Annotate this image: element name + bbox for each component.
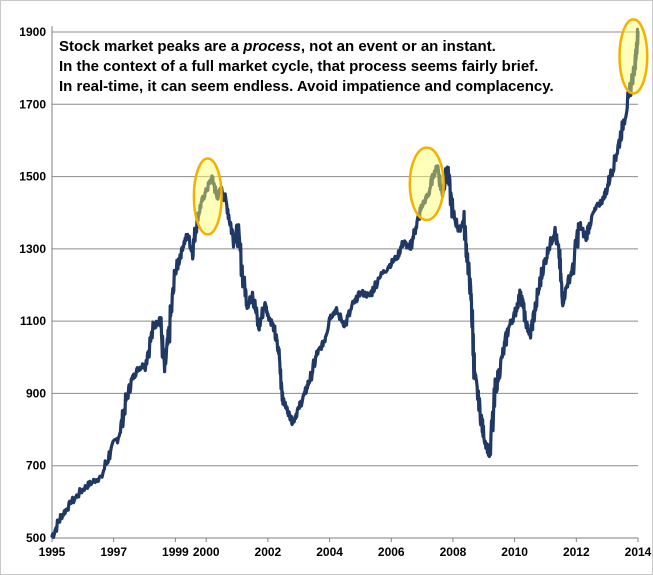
x-tick-label-2006: 2006 [378, 545, 405, 559]
series-lines [50, 27, 640, 540]
x-tick-label-2010: 2010 [501, 545, 528, 559]
y-tick-label-1300: 1300 [19, 242, 46, 256]
peak-highlight-overlays [192, 18, 649, 236]
annotation-line-1-pre: Stock market peaks are a [59, 38, 244, 55]
x-tick-label-2012: 2012 [563, 545, 590, 559]
highlight-ellipse-2 [408, 146, 445, 222]
x-tick-label-2014: 2014 [625, 545, 652, 559]
y-tick-label-700: 700 [26, 459, 46, 473]
annotation-line-3: In real-time, it can seem endless. Avoid… [59, 78, 554, 95]
annotation-line-1-em: process [243, 38, 301, 55]
y-tick-label-500: 500 [26, 531, 46, 545]
x-tick-label-1995: 1995 [39, 545, 66, 559]
x-tick-label-2000: 2000 [193, 545, 220, 559]
y-tick-label-1500: 1500 [19, 170, 46, 184]
x-tick-label-2008: 2008 [440, 545, 467, 559]
y-tick-label-1900: 1900 [19, 25, 46, 39]
highlight-ellipse-3 [618, 18, 649, 95]
gridlines [52, 31, 638, 467]
x-tick-label-2002: 2002 [255, 545, 282, 559]
annotation-line-1-post: , not an event or an instant. [300, 38, 496, 55]
chart-annotation: Stock market peaks are a process, not an… [59, 37, 639, 97]
annotation-line-2: In the context of a full market cycle, t… [59, 58, 539, 75]
series-line-0 [50, 27, 640, 540]
highlight-ellipse-1 [192, 157, 223, 236]
y-tick-label-1700: 1700 [19, 97, 46, 111]
axes [51, 26, 639, 542]
y-tick-label-1100: 1100 [20, 314, 46, 328]
x-tick-label-2004: 2004 [316, 545, 343, 559]
x-tick-label-1997: 1997 [100, 545, 127, 559]
x-tick-label-1999: 1999 [162, 545, 189, 559]
y-tick-label-900: 900 [26, 386, 46, 400]
annotation-line-1: Stock market peaks are a process, not an… [59, 37, 639, 57]
